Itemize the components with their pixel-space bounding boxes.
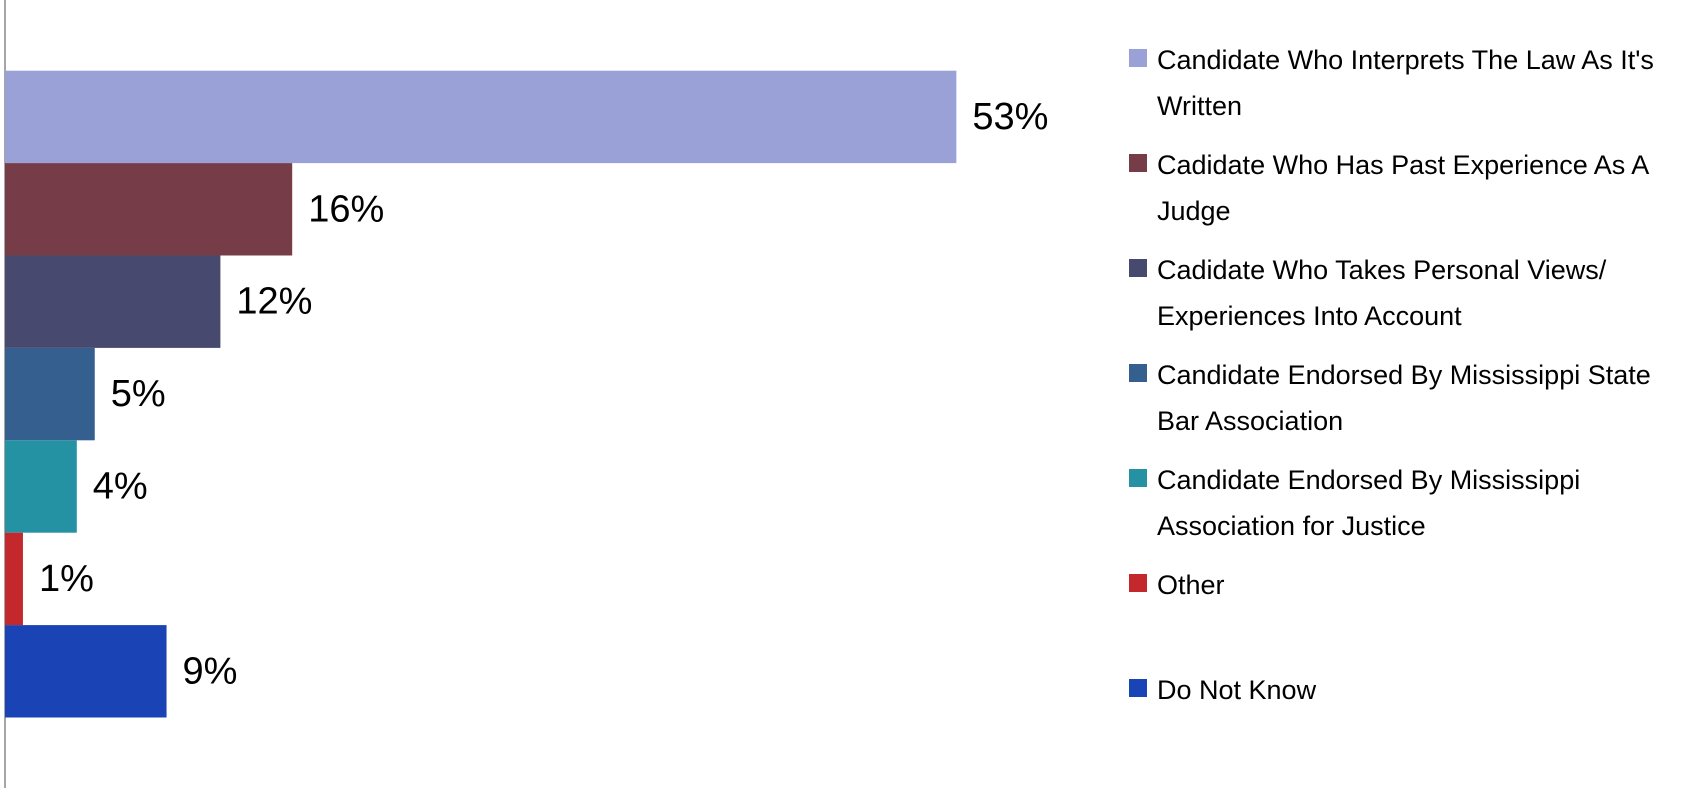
data-label: 4% bbox=[93, 466, 148, 508]
legend-item: Cadidate Who Has Past Experience As A Ju… bbox=[1129, 142, 1699, 234]
legend-label: Do Not Know bbox=[1157, 675, 1317, 705]
legend-swatch bbox=[1129, 49, 1147, 67]
legend-item: Candidate Who Interprets The Law As It's… bbox=[1129, 37, 1699, 129]
bar bbox=[5, 440, 77, 533]
bar bbox=[5, 163, 293, 256]
legend-swatch bbox=[1129, 679, 1147, 697]
legend-item: Do Not Know bbox=[1129, 667, 1699, 713]
data-label: 9% bbox=[183, 650, 238, 692]
legend-swatch bbox=[1129, 469, 1147, 487]
legend-swatch bbox=[1129, 154, 1147, 172]
data-label: 53% bbox=[972, 96, 1048, 138]
legend-label: Other bbox=[1157, 570, 1225, 600]
legend-swatch bbox=[1129, 574, 1147, 592]
bar bbox=[5, 70, 957, 164]
legend-item: Candidate Endorsed By Mississippi State … bbox=[1129, 352, 1699, 444]
legend-label: Cadidate Who Has Past Experience As A Ju… bbox=[1157, 150, 1648, 226]
bar bbox=[5, 347, 95, 441]
bar bbox=[5, 255, 221, 348]
legend-label: Candidate Who Interprets The Law As It's… bbox=[1157, 45, 1654, 121]
bar bbox=[5, 625, 167, 718]
legend-item: Other bbox=[1129, 562, 1699, 608]
legend-label: Candidate Endorsed By Mississippi State … bbox=[1157, 360, 1651, 436]
data-label: 12% bbox=[236, 281, 312, 323]
legend-label: Cadidate Who Takes Personal Views/ Exper… bbox=[1157, 255, 1607, 331]
legend-label: Candidate Endorsed By Mississippi Associ… bbox=[1157, 465, 1581, 541]
legend-swatch bbox=[1129, 259, 1147, 277]
data-label: 16% bbox=[308, 188, 384, 230]
data-label: 5% bbox=[111, 373, 166, 415]
legend-item: Candidate Endorsed By Mississippi Associ… bbox=[1129, 457, 1699, 549]
data-label: 1% bbox=[39, 558, 94, 600]
legend-item: Cadidate Who Takes Personal Views/ Exper… bbox=[1129, 247, 1699, 339]
bar bbox=[5, 532, 23, 626]
legend-swatch bbox=[1129, 364, 1147, 382]
